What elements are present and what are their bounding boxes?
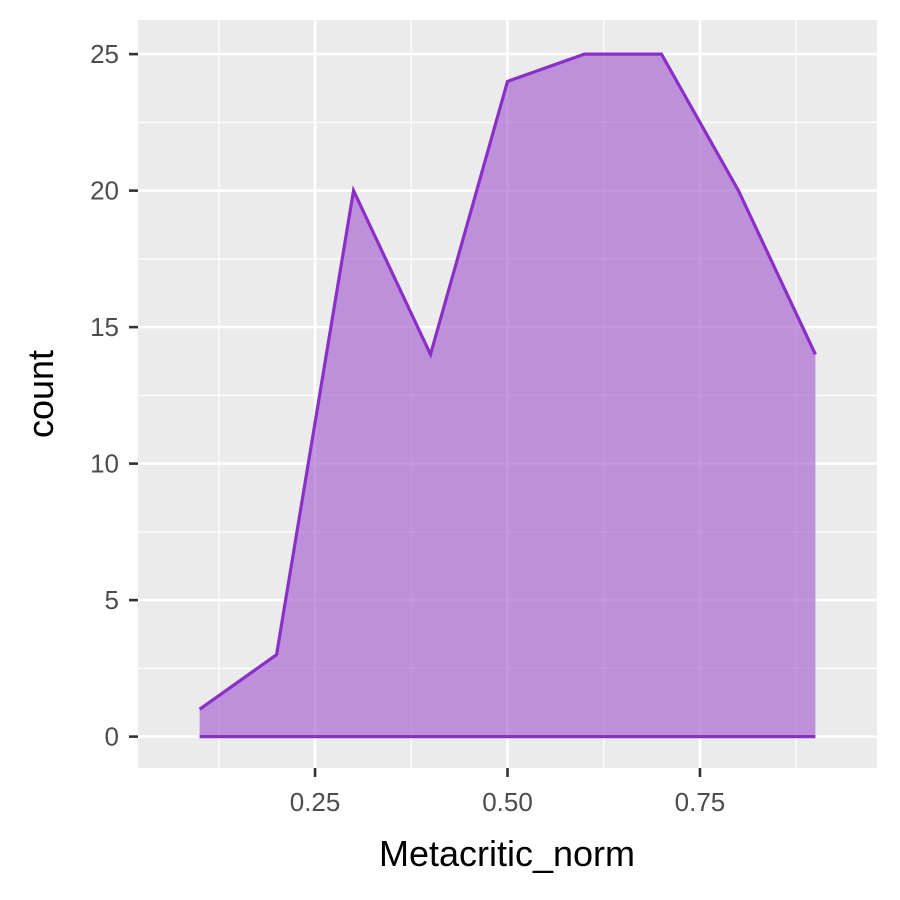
- area-fill: [199, 54, 816, 737]
- y-axis-title: count: [20, 350, 61, 438]
- x-axis-title: Metacritic_norm: [379, 833, 635, 874]
- y-tick-label: 15: [90, 312, 119, 342]
- x-tick-label: 0.25: [290, 787, 341, 817]
- y-tick-label: 20: [90, 176, 119, 206]
- y-axis: 0 5 10 15 20 25: [90, 39, 138, 752]
- y-tick-label: 10: [90, 449, 119, 479]
- area-series: [198, 52, 817, 739]
- x-tick-label: 0.75: [675, 787, 726, 817]
- x-axis: 0.25 0.50 0.75: [290, 768, 726, 817]
- y-tick-label: 0: [105, 722, 119, 752]
- y-tick-label: 5: [105, 585, 119, 615]
- y-tick-label: 25: [90, 39, 119, 69]
- x-tick-label: 0.50: [482, 787, 533, 817]
